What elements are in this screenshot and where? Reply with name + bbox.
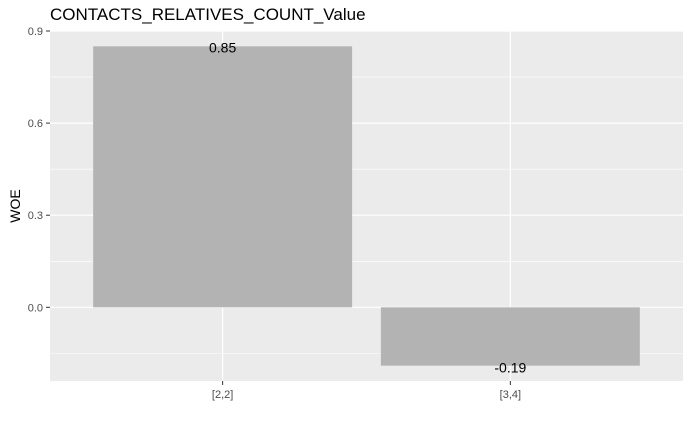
bar-[3,4] xyxy=(380,307,640,366)
data-labels-group: 0.85 -0.19 xyxy=(209,39,527,375)
x-tick-label: [3,4] xyxy=(500,389,521,401)
x-tick-label: [2,2] xyxy=(212,389,233,401)
x-axis-ticks: [2,2] [3,4] xyxy=(212,381,521,401)
bars-group xyxy=(93,46,640,366)
y-tick-label: 0.6 xyxy=(28,118,43,130)
y-axis-title: WOE xyxy=(7,189,23,222)
bar-[2,2] xyxy=(93,46,353,308)
y-tick-label: 0.3 xyxy=(28,210,43,222)
y-axis-ticks: 0.0 0.3 0.6 0.9 xyxy=(28,26,50,314)
data-label: 0.85 xyxy=(209,39,236,55)
chart-title: CONTACTS_RELATIVES_COUNT_Value xyxy=(50,5,366,24)
y-tick-label: 0.9 xyxy=(28,26,43,38)
y-tick-label: 0.0 xyxy=(28,302,43,314)
data-label: -0.19 xyxy=(494,360,526,376)
